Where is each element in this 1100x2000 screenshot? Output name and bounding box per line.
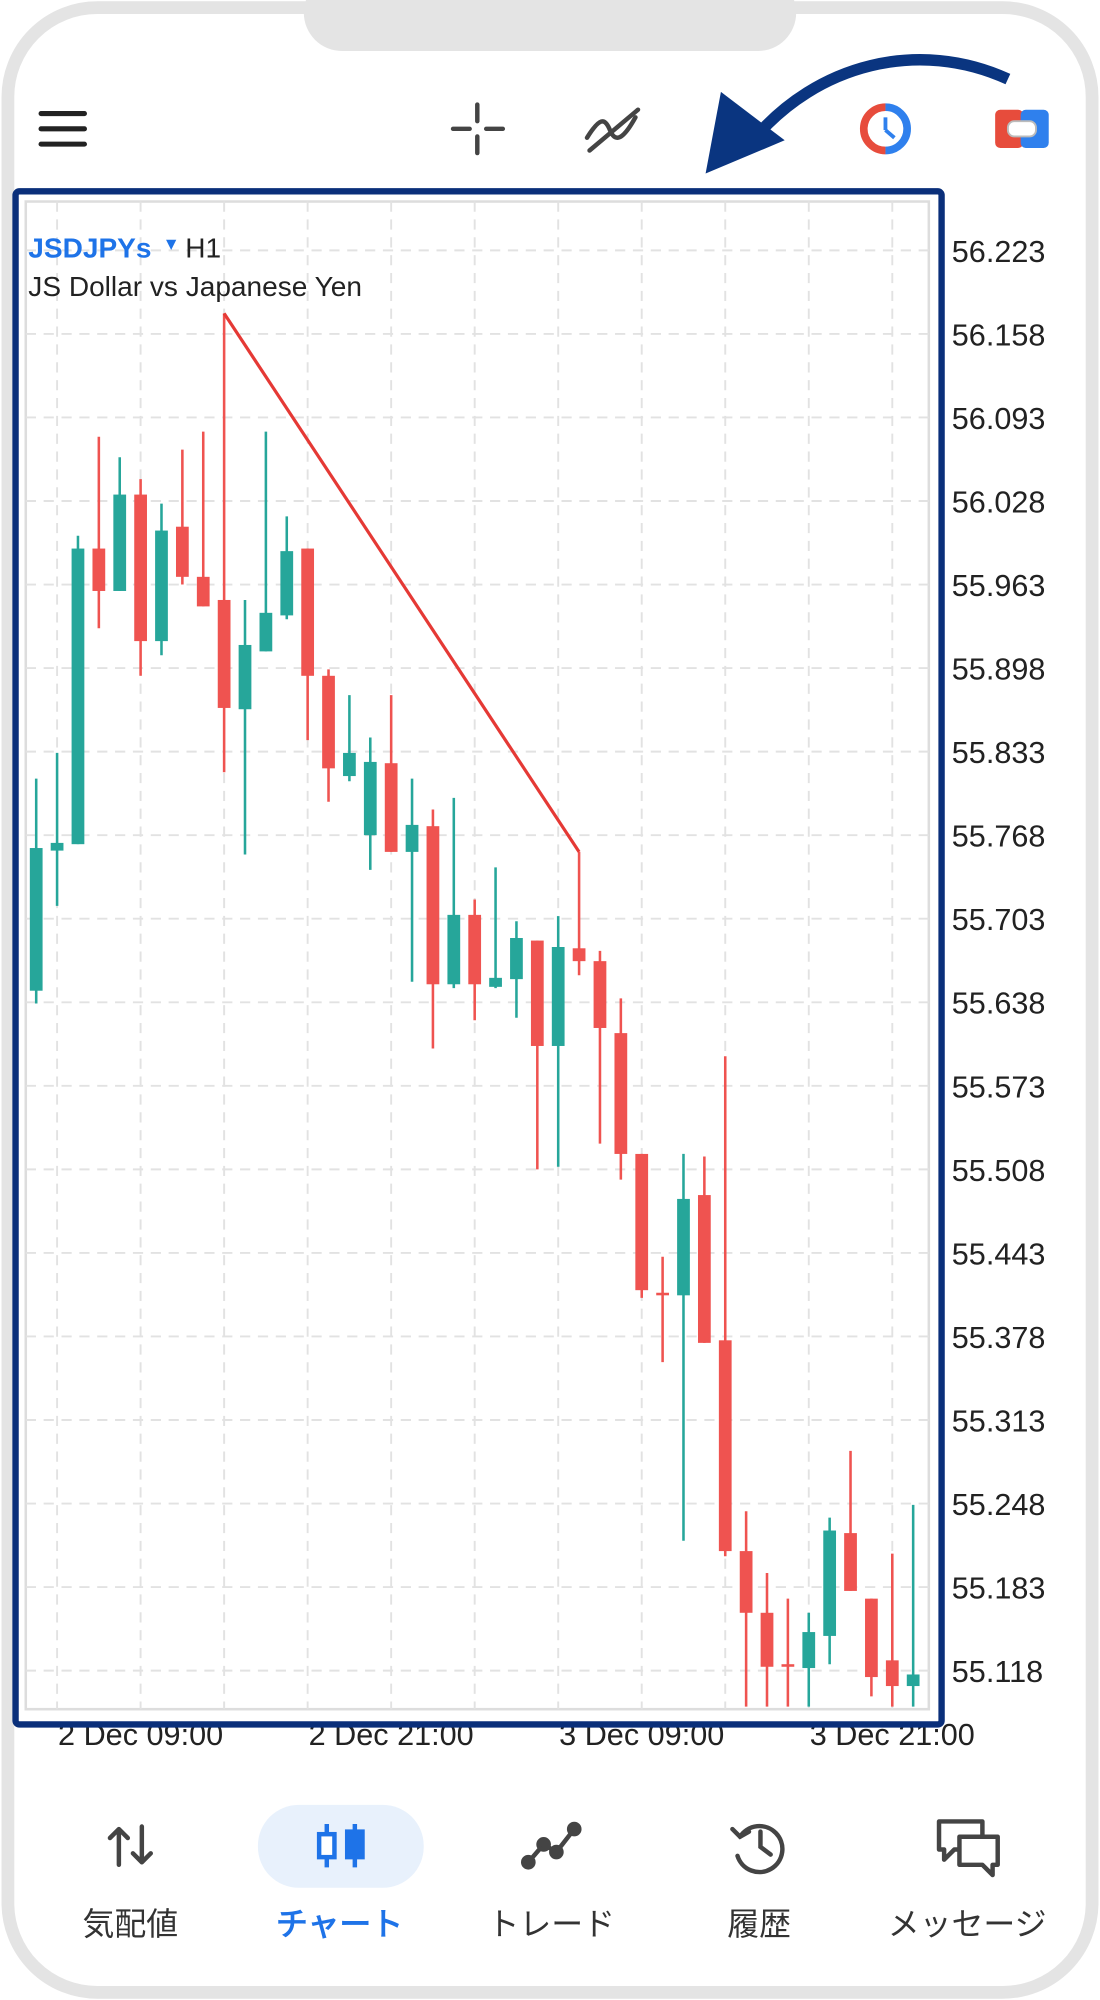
candle-body [280, 551, 294, 616]
quotes-icon[interactable] [107, 1824, 153, 1868]
candle-body [906, 1674, 920, 1687]
candle-body [217, 599, 231, 708]
nav-label[interactable]: トレード [488, 1906, 616, 1942]
bottom-nav: 気配値 チャート トレード 履歴 メッセージ [83, 1906, 1047, 1942]
candle-body [844, 1533, 857, 1591]
trade-toggle-button[interactable] [995, 109, 1049, 148]
candle-body [113, 494, 127, 591]
active-tab-pill [257, 1804, 424, 1888]
nav-label[interactable]: メッセージ [888, 1906, 1047, 1942]
symbol[interactable]: JSDJPYs [28, 233, 151, 264]
candle-body [405, 824, 419, 852]
instrument-name: JS Dollar vs Japanese Yen [28, 271, 362, 302]
grid [25, 201, 929, 1710]
chart-icon[interactable] [316, 1823, 365, 1868]
candle-body [238, 644, 252, 710]
candle-body [593, 961, 607, 1028]
candle-body [865, 1598, 878, 1678]
y-tick-label: 55.963 [952, 569, 1046, 603]
candle-body [71, 548, 85, 845]
candle-body [301, 548, 315, 676]
candle-body [489, 977, 502, 987]
y-tick-label: 55.833 [952, 736, 1046, 770]
nav-label[interactable]: チャート [276, 1906, 403, 1942]
candle-body [510, 938, 523, 980]
history-icon[interactable] [730, 1823, 785, 1875]
candle-body [50, 842, 64, 851]
indicators-button[interactable] [584, 107, 641, 153]
candle-body [635, 1153, 649, 1291]
y-tick-label: 55.378 [952, 1321, 1046, 1355]
candle-body [885, 1660, 899, 1687]
y-tick-label: 55.508 [952, 1154, 1046, 1188]
y-tick-label: 56.028 [952, 485, 1046, 519]
candle-body [363, 761, 377, 836]
candle-body [259, 612, 273, 652]
y-tick-label: 55.768 [952, 820, 1046, 854]
candle-body [343, 752, 356, 777]
candle-body [134, 494, 147, 642]
callout-arrowhead [705, 91, 785, 174]
candle-body [656, 1292, 669, 1296]
nav-label[interactable]: 履歴 [727, 1906, 791, 1942]
candle-body [572, 948, 586, 962]
candle-body [426, 826, 440, 985]
messages-icon[interactable] [936, 1819, 1000, 1878]
candle-body [551, 947, 565, 1046]
y-tick-label: 55.443 [952, 1237, 1046, 1271]
candle-body [718, 1340, 732, 1552]
candle-body [697, 1195, 711, 1343]
candle-body [447, 914, 461, 985]
candle-body [468, 914, 482, 985]
candle-body [530, 940, 544, 1046]
menu-button[interactable] [38, 110, 87, 147]
candle-body [384, 763, 398, 852]
y-tick-label: 56.093 [952, 402, 1046, 436]
candle-body [614, 1033, 628, 1154]
timeframe-button[interactable] [859, 103, 911, 155]
candle-body [781, 1664, 795, 1667]
candle-body [823, 1530, 837, 1636]
callout-arrow [748, 54, 1011, 144]
candle-body [175, 526, 189, 577]
candle-body [739, 1551, 753, 1613]
candle-body [760, 1612, 774, 1667]
symbol-dropdown[interactable] [166, 239, 177, 250]
crosshair-button[interactable] [450, 102, 506, 156]
trendline [222, 312, 581, 853]
y-tick-label: 55.183 [952, 1572, 1046, 1606]
trade-icon[interactable] [520, 1821, 582, 1870]
y-tick-label: 55.573 [952, 1070, 1046, 1104]
nav-label[interactable]: 気配値 [83, 1906, 179, 1942]
y-tick-label: 56.223 [952, 235, 1046, 269]
y-tick-label: 55.703 [952, 903, 1046, 937]
candle-body [155, 530, 168, 642]
candles [29, 312, 920, 1707]
highlight-frame [12, 188, 945, 1728]
notch [303, 0, 797, 52]
candle-body [677, 1198, 690, 1296]
candle-body [29, 848, 43, 991]
candle-body [196, 576, 210, 607]
candle-body [802, 1632, 816, 1669]
y-tick-label: 55.898 [952, 653, 1046, 687]
y-axis: 55.118 55.183 55.248 55.313 55.378 55.443 55.5… [952, 235, 1046, 1689]
y-tick-label: 56.158 [952, 318, 1046, 352]
y-tick-label: 55.638 [952, 987, 1046, 1021]
y-tick-label: 55.248 [952, 1488, 1046, 1522]
candle-body [92, 548, 106, 591]
y-tick-label: 55.118 [952, 1655, 1043, 1689]
timeframe: H1 [185, 233, 221, 264]
candle-body [322, 675, 335, 769]
y-tick-label: 55.313 [952, 1404, 1046, 1438]
